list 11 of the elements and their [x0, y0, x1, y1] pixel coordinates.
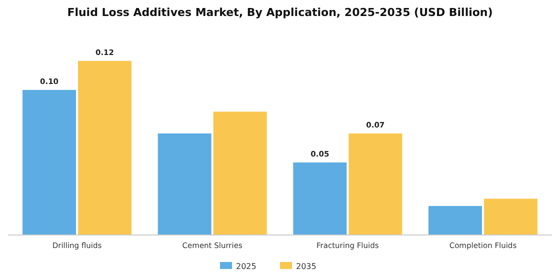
legend-label: 2035 [296, 262, 316, 271]
bar [293, 162, 347, 235]
bar [428, 206, 482, 235]
bar [158, 133, 212, 235]
bar [484, 198, 538, 235]
bar [213, 112, 267, 235]
chart-title: Fluid Loss Additives Market, By Application, 2025-2035 (USD Billion) [67, 6, 493, 19]
legend-label: 2025 [236, 262, 256, 271]
bar [22, 90, 76, 235]
bar [348, 133, 402, 235]
bar [78, 60, 132, 235]
